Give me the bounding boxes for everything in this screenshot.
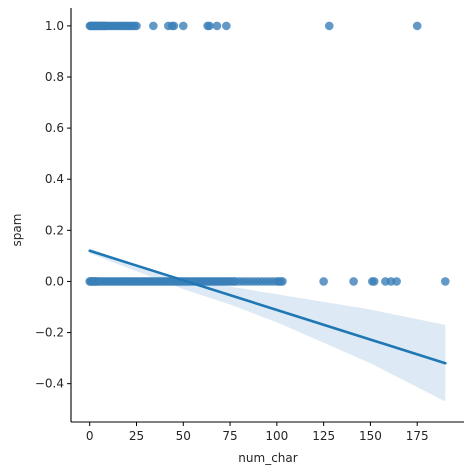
data-point (149, 21, 158, 31)
regression-line-layer (88, 249, 447, 365)
y-ticks: −0.4 −0.2 0.0 0.2 0.4 0.6 0.8 1.0 (35, 19, 71, 391)
data-point (178, 21, 188, 31)
points-layer (85, 21, 450, 286)
data-point (169, 21, 179, 31)
y-tick-label: 0.6 (45, 121, 64, 135)
x-tick-label: 175 (406, 429, 429, 443)
data-point (392, 277, 401, 286)
y-tick-label: −0.2 (35, 326, 64, 340)
data-point (205, 21, 214, 31)
data-point (319, 277, 328, 286)
y-tick-label: 0.2 (45, 223, 64, 237)
data-point (212, 21, 222, 31)
data-point (412, 21, 422, 31)
confidence-band-layer (89, 248, 446, 402)
regression-line (88, 249, 447, 365)
data-point (222, 21, 231, 31)
x-tick-label: 25 (129, 429, 144, 443)
x-tick-label: 50 (176, 429, 191, 443)
x-tick-label: 100 (265, 429, 288, 443)
data-point (324, 21, 334, 31)
data-point (349, 277, 358, 286)
data-point (278, 277, 287, 286)
x-tick-label: 0 (86, 429, 94, 443)
data-point (132, 21, 141, 31)
data-point (369, 277, 379, 286)
x-tick-label: 75 (222, 429, 237, 443)
y-axis-label: spam (10, 214, 24, 247)
x-tick-label: 150 (359, 429, 382, 443)
x-ticks: 0 25 50 75 100 125 150 175 (86, 422, 429, 443)
y-tick-label: 0.4 (45, 172, 64, 186)
confidence-band (89, 248, 446, 402)
y-tick-label: 1.0 (45, 19, 64, 33)
y-tick-label: 0.0 (45, 274, 64, 288)
data-point (440, 277, 450, 286)
x-axis-label: num_char (238, 451, 297, 465)
y-tick-label: 0.8 (45, 70, 64, 84)
x-tick-label: 125 (312, 429, 335, 443)
y-tick-label: −0.4 (35, 377, 64, 391)
